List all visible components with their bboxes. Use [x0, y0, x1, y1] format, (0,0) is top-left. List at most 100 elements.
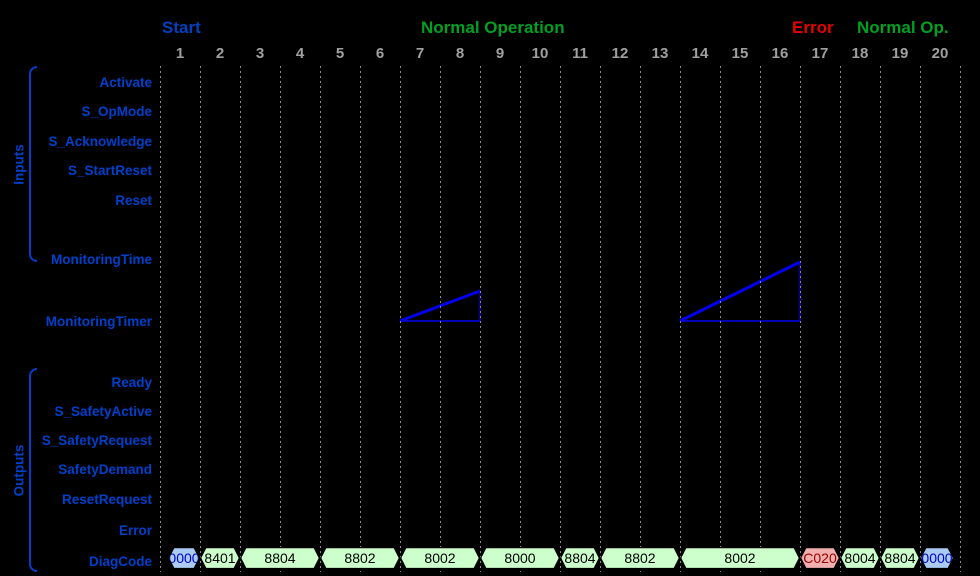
gridline [480, 66, 481, 572]
gridline [960, 66, 961, 572]
signal-label-reset: Reset [115, 193, 152, 208]
diagcode-value-box: 8002 [680, 547, 800, 569]
time-tick-label: 5 [335, 45, 345, 62]
timer-ramp-slope [679, 260, 801, 323]
gridline [600, 66, 601, 572]
gridline [240, 66, 241, 572]
signal-label-monitoringtimer: MonitoringTimer [45, 314, 152, 329]
diagcode-value-box: 8401 [200, 547, 240, 569]
inputs-bracket [29, 66, 37, 262]
diagcode-value-fill: C020 [801, 548, 838, 568]
diagcode-value-fill: 8804 [241, 548, 318, 568]
diagcode-value: 0000 [168, 549, 200, 566]
diagcode-value-box: 0000 [168, 547, 200, 569]
time-tick-label: 18 [851, 45, 869, 62]
time-tick-label: 20 [931, 45, 949, 62]
outputs-group-label: Outputs [11, 444, 27, 497]
signal-label-s-startreset: S_StartReset [67, 163, 152, 178]
diagcode-value-fill: 8002 [681, 548, 798, 568]
time-tick-label: 13 [651, 45, 669, 62]
time-tick-label: 16 [771, 45, 789, 62]
time-tick-label: 4 [295, 45, 305, 62]
diagcode-value-box: 8000 [480, 547, 560, 569]
diagcode-value-fill: 8000 [481, 548, 558, 568]
time-tick-label: 19 [891, 45, 909, 62]
time-tick-label: 7 [415, 45, 425, 62]
gridline [840, 66, 841, 572]
time-tick-label: 6 [375, 45, 385, 62]
signal-label-s-acknowledge: S_Acknowledge [48, 134, 152, 149]
diagcode-value: 8804 [264, 549, 296, 566]
diagcode-value: 8004 [844, 549, 876, 566]
time-tick-label: 1 [175, 45, 185, 62]
diagcode-value: 8804 [564, 549, 596, 566]
diagcode-value-box: 8004 [840, 547, 880, 569]
diagcode-value-fill: 0000 [169, 548, 198, 568]
phase-label-normal-operation: Normal Operation [421, 18, 565, 37]
gridline [800, 66, 801, 572]
time-tick-label: 3 [255, 45, 265, 62]
diagcode-value: 8002 [424, 549, 456, 566]
diagcode-value-box: 8804 [240, 547, 320, 569]
time-tick-label: 11 [572, 45, 588, 62]
inputs-group-label: Inputs [11, 144, 27, 185]
phase-label-normal-op: Normal Op. [857, 18, 949, 37]
diagcode-value: 8002 [724, 549, 756, 566]
diagcode-value-box: 8802 [320, 547, 400, 569]
diagcode-value-fill: 8804 [561, 548, 598, 568]
gridline [560, 66, 561, 572]
diagcode-value-box: C020 [800, 547, 840, 569]
gridline [920, 66, 921, 572]
gridline [680, 66, 681, 572]
diagcode-value-fill: 8802 [601, 548, 678, 568]
gridline [400, 66, 401, 572]
time-tick-label: 8 [455, 45, 465, 62]
gridline [520, 66, 521, 572]
time-tick-label: 9 [495, 45, 505, 62]
phase-label-error: Error [792, 18, 834, 37]
gridline [640, 66, 641, 572]
diagcode-value: 8802 [344, 549, 376, 566]
diagcode-value: 0000 [921, 549, 953, 566]
gridline [200, 66, 201, 572]
phase-label-start: Start [162, 18, 201, 37]
gridline [880, 66, 881, 572]
signal-label-s-opmode: S_OpMode [81, 104, 152, 119]
signal-label-monitoringtime: MonitoringTime [51, 252, 152, 267]
signal-label-safetydemand: SafetyDemand [58, 462, 152, 477]
gridline [320, 66, 321, 572]
signal-label-resetrequest: ResetRequest [61, 492, 152, 507]
time-tick-label: 17 [811, 45, 829, 62]
signal-label-s-safetyactive: S_SafetyActive [54, 404, 152, 419]
diagcode-value-box: 8002 [400, 547, 480, 569]
time-tick-label: 15 [731, 45, 749, 62]
diagcode-value: C020 [803, 549, 837, 566]
time-tick-label: 10 [531, 45, 549, 62]
diagcode-value-fill: 0000 [921, 548, 952, 568]
gridline [160, 66, 161, 572]
diagcode-value: 8804 [884, 549, 916, 566]
signal-label-diagcode: DiagCode [88, 554, 152, 569]
time-tick-label: 12 [611, 45, 629, 62]
diagcode-value: 8802 [624, 549, 656, 566]
gridline [760, 66, 761, 572]
diagcode-value-box: 8804 [880, 547, 920, 569]
diagcode-value-fill: 8802 [321, 548, 398, 568]
time-tick-label: 14 [691, 45, 709, 62]
signal-label-activate: Activate [99, 75, 152, 90]
signal-label-error: Error [118, 523, 152, 538]
gridline [360, 66, 361, 572]
signal-label-s-safetyrequest: S_SafetyRequest [41, 433, 152, 448]
diagcode-value: 8000 [504, 549, 536, 566]
diagcode-value-fill: 8002 [401, 548, 478, 568]
diagcode-value-box: 8804 [560, 547, 600, 569]
gridline [280, 66, 281, 572]
outputs-bracket [29, 368, 37, 572]
gridline [720, 66, 721, 572]
diagcode-value-fill: 8004 [841, 548, 878, 568]
diagcode-value: 8401 [204, 549, 236, 566]
time-tick-label: 2 [215, 45, 225, 62]
diagcode-value-box: 0000 [920, 547, 954, 569]
diagcode-value-fill: 8804 [881, 548, 918, 568]
